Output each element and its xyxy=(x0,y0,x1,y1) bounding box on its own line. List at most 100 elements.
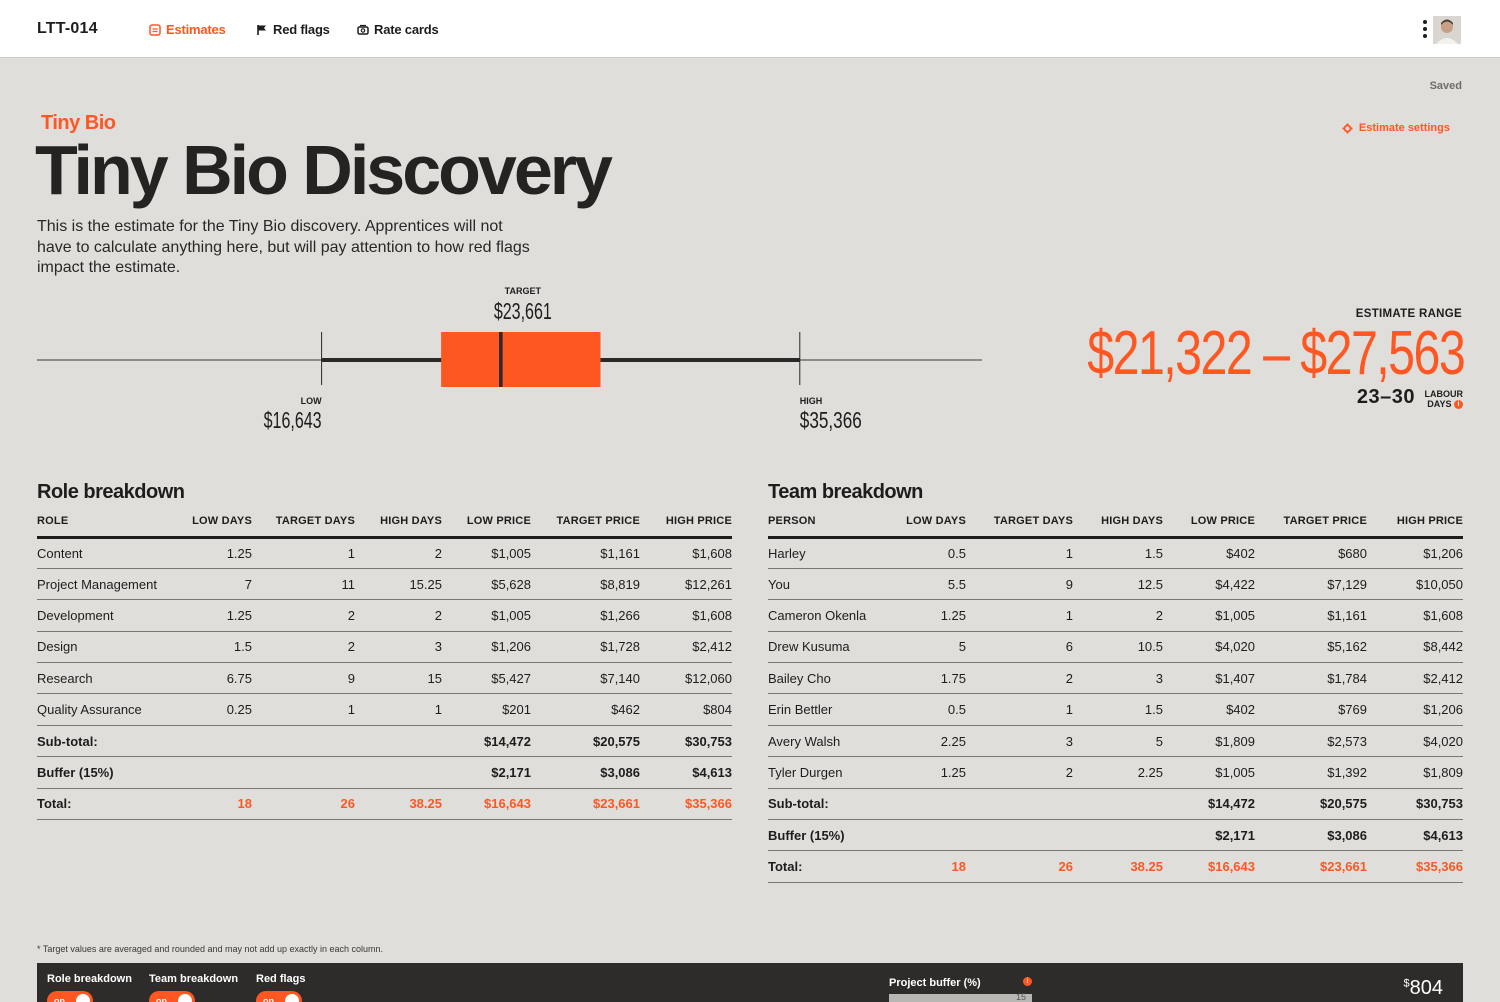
table-cell: $1,728 xyxy=(531,631,640,664)
table-row: Development 1.25 2 2 $1,005 $1,266 $1,608 xyxy=(37,599,732,632)
toggle-label: Role breakdown xyxy=(47,973,132,985)
table-cell: $1,005 xyxy=(442,599,531,632)
nav-estimates[interactable]: Estimates xyxy=(149,22,226,37)
column-header: TARGET DAYS xyxy=(252,515,355,539)
role-breakdown-toggle-group: Role breakdown on xyxy=(47,973,132,1002)
table-cell xyxy=(888,788,966,821)
table-cell: $1,005 xyxy=(1163,599,1255,632)
red-flags-toggle-group: Red flags on xyxy=(256,973,306,1002)
role-breakdown-toggle[interactable]: on xyxy=(47,991,93,1002)
nav-estimates-label: Estimates xyxy=(166,22,226,37)
bottom-toolbar: Role breakdown on Team breakdown on Red … xyxy=(37,963,1463,1002)
table-row: Research 6.75 9 15 $5,427 $7,140 $12,060 xyxy=(37,662,732,695)
table-cell: Research xyxy=(37,662,187,695)
bottom-bar-amount: 804 xyxy=(1409,977,1443,999)
info-icon[interactable]: i xyxy=(1454,400,1463,410)
project-code[interactable]: LTT-014 xyxy=(37,20,98,37)
nav-red-flags[interactable]: Red flags xyxy=(256,22,330,37)
table-row: Drew Kusuma 5 6 10.5 $4,020 $5,162 $8,442 xyxy=(768,631,1463,664)
table-cell: $8,819 xyxy=(531,568,640,601)
table-cell xyxy=(888,819,966,852)
estimate-icon xyxy=(149,23,161,36)
table-cell: 1.5 xyxy=(1073,537,1163,569)
table-cell: 3 xyxy=(1073,662,1163,695)
table-cell: $10,050 xyxy=(1367,568,1463,601)
column-header: ROLE xyxy=(37,515,187,539)
table-row: Design 1.5 2 3 $1,206 $1,728 $2,412 xyxy=(37,631,732,664)
table-cell: 5.5 xyxy=(888,568,966,601)
nav-rate-cards[interactable]: Rate cards xyxy=(357,22,439,37)
table-cell: 2.25 xyxy=(888,725,966,758)
table-cell: 10.5 xyxy=(1073,631,1163,664)
table-cell: $3,086 xyxy=(531,756,640,789)
table-cell: $201 xyxy=(442,693,531,726)
table-cell: $5,628 xyxy=(442,568,531,601)
estimate-settings-button[interactable]: Estimate settings xyxy=(1342,122,1450,134)
client-name[interactable]: Tiny Bio xyxy=(41,112,116,134)
table-cell: $8,442 xyxy=(1367,631,1463,664)
column-header: HIGH PRICE xyxy=(640,515,732,539)
table-cell: $1,005 xyxy=(1163,756,1255,789)
table-cell: 1 xyxy=(355,693,442,726)
table-cell: $2,171 xyxy=(1163,819,1255,852)
estimate-range-plot: TARGET $23,661 LOW $16,643 HIGH $35,366 xyxy=(37,286,982,433)
table-cell: $680 xyxy=(1255,537,1367,569)
column-header: TARGET DAYS xyxy=(966,515,1073,539)
red-flags-toggle[interactable]: on xyxy=(256,991,302,1002)
table-cell: 5 xyxy=(888,631,966,664)
table-cell: 1 xyxy=(966,537,1073,569)
table-cell: $1,392 xyxy=(1255,756,1367,789)
table-cell: $20,575 xyxy=(1255,788,1367,821)
saved-status: Saved xyxy=(1429,80,1462,92)
table-cell: $2,171 xyxy=(442,756,531,789)
info-icon[interactable]: i xyxy=(1023,977,1032,986)
toggle-state: on xyxy=(54,996,65,1002)
high-value: $35,366 xyxy=(800,407,862,433)
table-cell xyxy=(1073,788,1163,821)
target-label: TARGET xyxy=(505,286,542,296)
table-row: You 5.5 9 12.5 $4,422 $7,129 $10,050 xyxy=(768,568,1463,601)
rate-card-icon xyxy=(357,24,369,35)
table-cell: $20,575 xyxy=(531,725,640,758)
column-header: LOW DAYS xyxy=(888,515,966,539)
table-cell: $1,784 xyxy=(1255,662,1367,695)
table-cell: 6 xyxy=(966,631,1073,664)
team-breakdown-toggle[interactable]: on xyxy=(149,991,195,1002)
table-cell: $1,206 xyxy=(1367,537,1463,569)
table-cell: 7 xyxy=(187,568,252,601)
table-cell: $1,206 xyxy=(442,631,531,664)
table-cell xyxy=(187,725,252,758)
column-header: HIGH DAYS xyxy=(1073,515,1163,539)
table-cell: 2 xyxy=(966,756,1073,789)
table-cell: Development xyxy=(37,599,187,632)
table-cell: $1,809 xyxy=(1163,725,1255,758)
table-cell: $23,661 xyxy=(1255,850,1367,883)
column-header: TARGET PRICE xyxy=(1255,515,1367,539)
table-cell: $1,005 xyxy=(442,537,531,569)
more-options-icon[interactable] xyxy=(1421,20,1429,40)
total-row: Total: 18 26 38.25 $16,643 $23,661 $35,366 xyxy=(768,850,1463,883)
table-cell: Total: xyxy=(37,788,187,821)
table-cell xyxy=(187,756,252,789)
table-cell: $4,422 xyxy=(1163,568,1255,601)
table-cell: Harley xyxy=(768,537,888,569)
project-buffer-input[interactable]: 15 xyxy=(889,992,1032,1002)
table-cell: $35,366 xyxy=(640,788,732,821)
table-cell: 1.5 xyxy=(1073,693,1163,726)
table-row: Avery Walsh 2.25 3 5 $1,809 $2,573 $4,020 xyxy=(768,725,1463,758)
table-cell xyxy=(966,788,1073,821)
table-header-row: ROLE LOW DAYS TARGET DAYS HIGH DAYS LOW PRIC… xyxy=(37,515,732,539)
table-cell: $35,366 xyxy=(1367,850,1463,883)
table-cell: Sub-total: xyxy=(37,725,187,758)
table-cell: 2.25 xyxy=(1073,756,1163,789)
table-cell: 2 xyxy=(252,631,355,664)
subtotal-row: Sub-total: $14,472 $20,575 $30,753 xyxy=(768,788,1463,821)
table-cell: $4,613 xyxy=(1367,819,1463,852)
table-cell: $5,427 xyxy=(442,662,531,695)
labour-days-unit-line2: DAYS xyxy=(1427,399,1452,409)
table-cell: $3,086 xyxy=(1255,819,1367,852)
page-description: This is the estimate for the Tiny Bio di… xyxy=(37,218,530,276)
avatar[interactable] xyxy=(1433,16,1461,44)
table-row: Project Management 7 11 15.25 $5,628 $8,819 $1… xyxy=(37,568,732,601)
table-cell: 2 xyxy=(355,599,442,632)
